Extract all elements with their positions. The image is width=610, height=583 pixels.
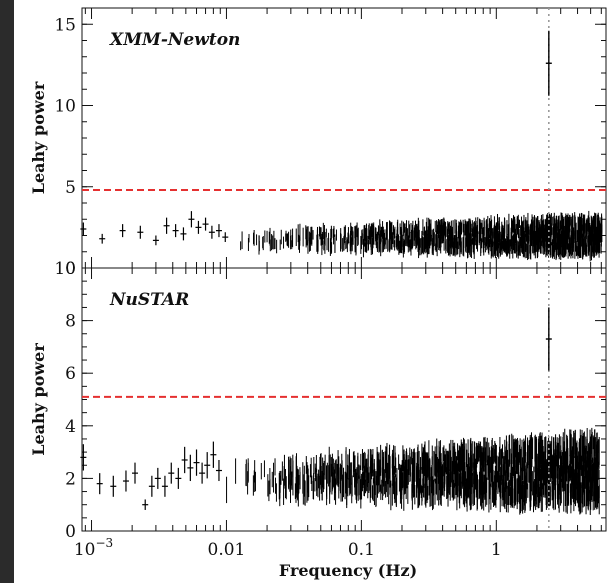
peak-data-point xyxy=(545,307,552,371)
peak-data-point xyxy=(545,30,552,96)
data-point xyxy=(119,224,126,238)
data-point xyxy=(172,224,179,238)
y-tick-label: 10 xyxy=(54,97,76,117)
panel-label: XMM-Newton xyxy=(109,30,240,50)
data-point xyxy=(180,227,187,241)
y-axis-title: Leahy power xyxy=(29,81,48,194)
data-point xyxy=(199,462,206,484)
data-point xyxy=(148,475,155,497)
x-tick-label: 0.01 xyxy=(208,540,246,560)
data-point xyxy=(168,462,175,484)
noise-band-points xyxy=(226,427,600,515)
data-point xyxy=(154,467,161,489)
data-point xyxy=(181,446,188,474)
panel-label: NuSTAR xyxy=(109,290,189,310)
data-point xyxy=(188,211,195,228)
data-point xyxy=(142,499,149,510)
y-tick-label: 5 xyxy=(65,178,76,198)
data-point xyxy=(187,454,194,482)
data-point xyxy=(215,459,222,482)
panel-nustar: 0 2 4 6 8 10 Leahy power NuSTAR 10−3 0.01 0.1 1 Freq… xyxy=(29,259,607,580)
data-point xyxy=(202,217,209,231)
data-point xyxy=(110,475,117,497)
y-tick-label: 6 xyxy=(65,364,76,384)
noise-band-points xyxy=(240,210,603,262)
data-point xyxy=(80,222,87,236)
data-point xyxy=(175,467,182,489)
data-point xyxy=(204,452,211,479)
data-point xyxy=(195,220,202,234)
data-point xyxy=(210,441,217,468)
data-point xyxy=(163,217,170,234)
data-point xyxy=(96,473,103,495)
y-tick-label: 8 xyxy=(65,312,76,332)
power-spectrum-plot: 0 5 10 15 Leahy power XMM-Newton 0 2 4 6 8 10 Leahy … xyxy=(29,7,607,580)
panel-xmm: 0 5 10 15 Leahy power XMM-Newton xyxy=(29,7,607,279)
x-axis-title: Frequency (Hz) xyxy=(279,561,417,580)
data-point xyxy=(80,444,87,471)
data-point xyxy=(222,232,229,242)
y-tick-label: 10 xyxy=(54,259,76,279)
data-point xyxy=(208,225,215,239)
data-point xyxy=(122,470,129,492)
y-tick-label: 2 xyxy=(65,469,76,489)
data-point xyxy=(99,233,106,244)
data-point xyxy=(161,475,168,497)
y-axis-title: Leahy power xyxy=(29,343,48,456)
figure: 0 5 10 15 Leahy power XMM-Newton 0 2 4 6 8 10 Leahy … xyxy=(14,0,610,583)
data-point xyxy=(215,224,222,238)
data-point xyxy=(137,225,144,239)
y-tick-label: 15 xyxy=(54,15,76,35)
x-tick-label: 10−3 xyxy=(74,536,113,560)
data-point xyxy=(132,462,139,484)
y-tick-label: 0 xyxy=(65,522,76,542)
y-tick-label: 4 xyxy=(65,417,76,437)
data-point xyxy=(193,449,200,476)
x-tick-label: 1 xyxy=(491,540,502,560)
y-tick-label: 0 xyxy=(65,259,76,279)
data-point xyxy=(152,235,159,246)
x-tick-label: 0.1 xyxy=(348,540,375,560)
